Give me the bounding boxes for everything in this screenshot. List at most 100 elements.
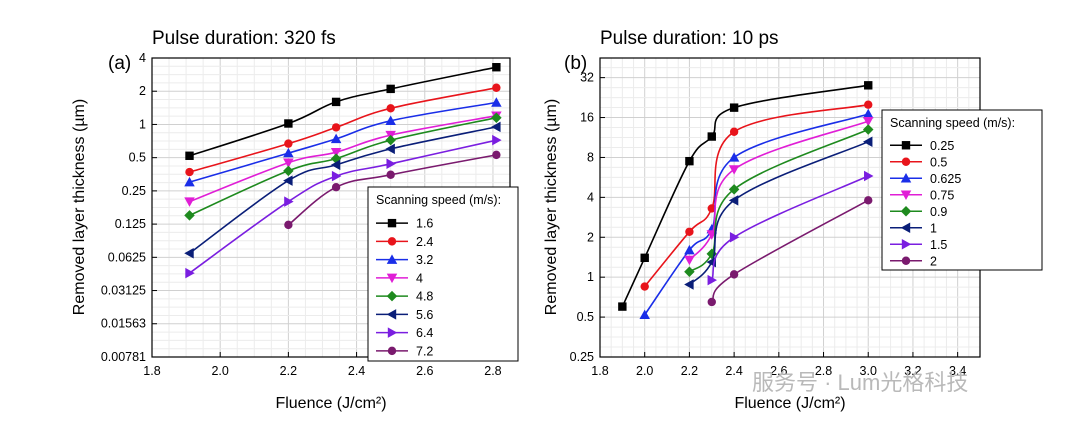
x-tick-label: 1.8 [143, 364, 160, 378]
data-point [386, 158, 396, 170]
y-tick-label: 8 [587, 150, 594, 164]
data-point [184, 210, 195, 221]
data-point [707, 204, 716, 213]
data-point [685, 227, 694, 236]
series-4 [184, 111, 502, 207]
data-point [491, 97, 502, 107]
series-line [688, 141, 869, 286]
x-tick-label: 3.0 [860, 364, 877, 378]
data-point [385, 143, 395, 155]
data-point [640, 253, 649, 263]
legend-item: 0.9 [890, 205, 947, 219]
data-point [283, 175, 293, 186]
data-point [864, 100, 873, 109]
data-point [684, 255, 695, 266]
series-2 [707, 196, 873, 307]
legend-marker [901, 141, 911, 150]
series-0.75 [684, 117, 874, 266]
legend-label: 0.75 [930, 188, 954, 202]
data-point [728, 165, 740, 175]
data-point [639, 309, 650, 320]
series-5.6 [184, 121, 501, 259]
legend-item: 0.625 [890, 172, 961, 186]
data-point [184, 197, 195, 207]
data-point [640, 282, 649, 291]
legend-marker [900, 206, 912, 217]
data-point [331, 123, 341, 132]
data-point [492, 63, 501, 72]
legend: Scanning speed (m/s): 1.6 2.4 3.2 4 4.8 5.6 6.4… [367, 186, 519, 362]
x-tick-label: 2.8 [815, 364, 832, 378]
data-point [707, 274, 718, 286]
y-tick-label: 0.25 [122, 184, 146, 198]
panel-letter: (a) [108, 53, 131, 74]
y-axis-label: Removed layer thickness (µm) [71, 99, 88, 315]
data-point [184, 248, 194, 259]
legend-marker [386, 309, 397, 320]
legend-label: 2.4 [416, 235, 433, 249]
x-tick-label: 2.6 [416, 364, 433, 378]
series-line [287, 154, 497, 226]
x-tick-label: 2.2 [681, 364, 698, 378]
data-point [729, 103, 739, 112]
data-point [864, 196, 873, 205]
data-point [707, 132, 716, 141]
x-axis-label: Fluence (J/cm²) [275, 395, 386, 412]
y-tick-label: 32 [580, 71, 594, 85]
series-line [711, 199, 869, 303]
y-tick-label: 16 [580, 111, 594, 125]
data-point [185, 167, 194, 177]
y-tick-label: 2 [587, 230, 594, 244]
legend-label: 6.4 [416, 326, 433, 340]
data-point [684, 266, 695, 277]
data-point [385, 115, 396, 125]
series-line [688, 128, 869, 273]
legend-item: 0.5 [890, 155, 947, 169]
legend-label: 1.6 [416, 217, 433, 231]
panel-letter: (b) [564, 53, 587, 74]
x-tick-label: 1.8 [591, 364, 608, 378]
y-tick-label: 0.5 [129, 151, 146, 165]
data-point [284, 139, 293, 148]
legend-title: Scanning speed (m/s): [890, 116, 1015, 130]
data-point [862, 117, 874, 127]
data-point [864, 81, 873, 90]
panel-b: 1.8 2.0 2.2 2.4 2.6 2.8 3.0 3.2 3.4 0.25 0.5 1 2 4 8 16… [543, 28, 1043, 412]
y-tick-label: 1 [139, 117, 146, 131]
data-point [284, 220, 293, 230]
data-point [386, 104, 395, 113]
legend-label: 1.5 [930, 238, 947, 252]
series-7.2 [284, 150, 501, 230]
data-point [729, 127, 739, 136]
data-point [331, 182, 341, 192]
legend-item: 7.2 [376, 344, 433, 358]
data-point [491, 121, 501, 133]
series-0.9 [684, 124, 874, 277]
legend-title: Scanning speed (m/s): [376, 193, 501, 207]
y-tick-label: 0.0625 [108, 250, 146, 264]
chart-title: Pulse duration: 320 fs [152, 28, 336, 49]
legend-marker [387, 327, 398, 338]
data-point [728, 152, 740, 162]
data-point [492, 150, 501, 160]
legend-label: 5.6 [416, 308, 433, 322]
legend-label: 2 [930, 254, 937, 268]
data-point [618, 302, 627, 311]
legend-marker [386, 254, 398, 264]
data-point [331, 97, 341, 107]
legend-marker [386, 273, 398, 284]
series-0.25 [618, 81, 873, 311]
x-tick-label: 2.0 [636, 364, 653, 378]
legend-label: 0.9 [930, 205, 947, 219]
legend-marker [386, 290, 398, 302]
chart-title: Pulse duration: 10 ps [600, 28, 779, 49]
legend-label: 7.2 [416, 344, 433, 358]
legend-marker [387, 237, 397, 246]
y-tick-label: 0.125 [115, 217, 146, 231]
y-tick-label: 0.00781 [101, 350, 146, 364]
data-point [684, 279, 694, 290]
legend-item: 1.5 [890, 238, 947, 252]
legend-item: 2 [890, 254, 937, 268]
data-point [385, 134, 396, 146]
x-tick-label: 2.8 [484, 364, 501, 378]
